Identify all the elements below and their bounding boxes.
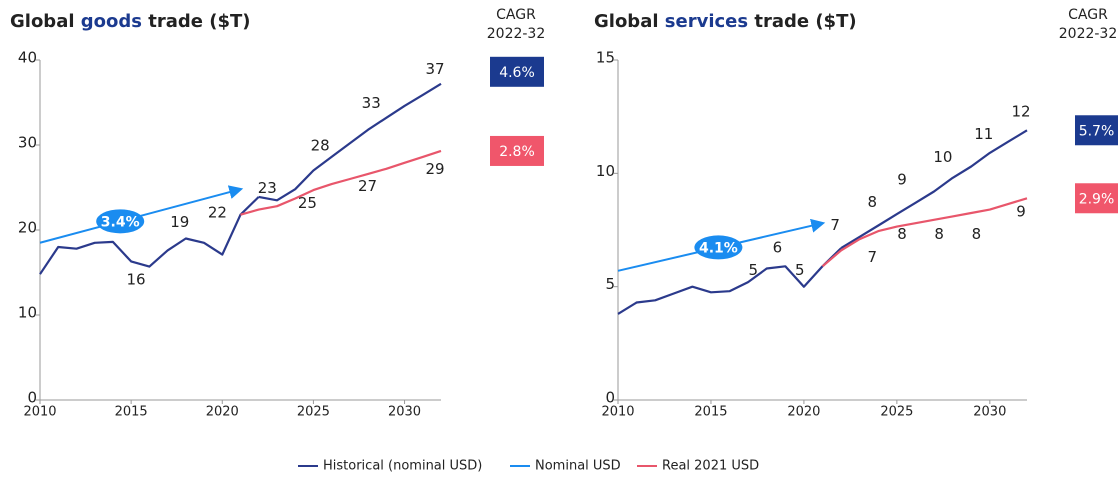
x-tick-label: 2025 [297, 405, 330, 420]
data-label: 37 [425, 60, 444, 78]
x-tick-label: 2030 [973, 405, 1006, 420]
trend-badge-label: 4.1% [699, 240, 738, 256]
cagr-label: CAGR [496, 7, 536, 23]
cagr-value: 2.8% [499, 144, 535, 160]
data-label: 33 [362, 94, 381, 112]
data-label: 25 [298, 194, 317, 212]
y-tick-label: 0 [605, 389, 615, 407]
cagr-value: 5.7% [1079, 123, 1115, 139]
cagr-box [490, 135, 544, 166]
title-part: Global [594, 11, 665, 32]
x-tick-label: 2025 [880, 405, 913, 420]
data-label: 9 [1016, 203, 1026, 221]
x-tick-label: 2015 [694, 405, 727, 420]
data-label: 7 [830, 216, 840, 234]
series-line [617, 247, 842, 315]
y-tick-label: 10 [596, 162, 615, 180]
cagr-box [1075, 183, 1118, 214]
x-tick-label: 2010 [601, 405, 634, 420]
cagr-label: CAGR [1068, 7, 1108, 23]
title-part: Global [10, 11, 81, 32]
cagr-box [490, 56, 544, 87]
data-label: 9 [897, 171, 907, 189]
y-tick-label: 30 [18, 134, 37, 152]
data-label: 8 [934, 225, 944, 243]
data-label: 22 [208, 204, 227, 222]
legend-label: Nominal USD [535, 459, 621, 474]
chart-title: Global goods trade ($T) [10, 11, 251, 32]
trend-badge [694, 235, 743, 260]
y-tick-label: 5 [605, 275, 615, 293]
y-tick-label: 10 [18, 304, 37, 322]
data-label: 28 [311, 137, 330, 155]
series-line [258, 82, 442, 202]
title-part: trade ($T) [748, 11, 857, 32]
data-label: 12 [1011, 103, 1030, 121]
y-tick-label: 40 [18, 49, 37, 67]
cagr-period: 2022-32 [1059, 26, 1118, 42]
trend-badge-label: 3.4% [101, 214, 140, 230]
y-tick-label: 0 [27, 389, 37, 407]
series-line [840, 129, 1028, 250]
data-label: 11 [974, 125, 993, 143]
y-tick-label: 20 [18, 219, 37, 237]
title-part: services [665, 11, 748, 32]
x-tick-label: 2020 [206, 405, 239, 420]
data-label: 5 [795, 261, 805, 279]
data-label: 10 [933, 148, 952, 166]
cagr-value: 2.9% [1079, 191, 1115, 207]
x-tick-label: 2030 [388, 405, 421, 420]
title-part: goods [81, 11, 142, 32]
legend-label: Real 2021 USD [662, 459, 759, 474]
cagr-value: 4.6% [499, 65, 535, 81]
data-label: 7 [867, 248, 877, 266]
title-part: trade ($T) [142, 11, 251, 32]
data-label: 8 [867, 193, 877, 211]
legend-label: Historical (nominal USD) [323, 459, 482, 474]
data-label: 23 [258, 179, 277, 197]
cagr-period: 2022-32 [487, 26, 546, 42]
series-line [39, 196, 260, 275]
y-tick-label: 15 [596, 49, 615, 67]
x-tick-label: 2010 [23, 405, 56, 420]
data-label: 8 [897, 225, 907, 243]
data-label: 19 [170, 213, 189, 231]
series-line [821, 197, 1028, 268]
x-tick-label: 2015 [115, 405, 148, 420]
chart-title: Global services trade ($T) [594, 11, 857, 32]
data-label: 5 [749, 261, 759, 279]
x-tick-label: 2020 [787, 405, 820, 420]
data-label: 29 [425, 160, 444, 178]
series-line [240, 149, 442, 216]
data-label: 16 [127, 271, 146, 289]
trend-badge [96, 209, 145, 234]
cagr-box [1075, 115, 1118, 146]
data-label: 8 [972, 225, 982, 243]
data-label: 27 [358, 177, 377, 195]
data-label: 6 [773, 239, 783, 257]
